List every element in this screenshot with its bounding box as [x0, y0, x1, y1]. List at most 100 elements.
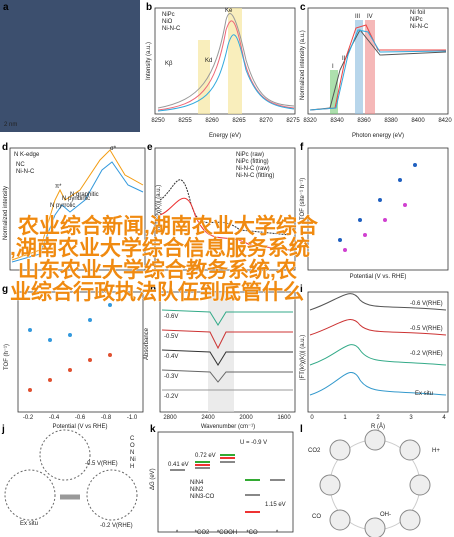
- curve: [11, 149, 144, 261]
- panel-label: k: [150, 424, 156, 435]
- label: Energy (eV): [209, 133, 241, 139]
- circle: [39, 429, 91, 481]
- legend-entry: NiPc: [410, 17, 423, 23]
- x-tick-label: 4: [442, 415, 446, 421]
- panel-label: a: [3, 2, 9, 13]
- peak-label: N graphitic: [70, 192, 99, 198]
- peak-label: σ*: [110, 146, 117, 152]
- trace-label: -0.6 V(RHE): [410, 301, 443, 307]
- peak-label: π*: [55, 184, 62, 190]
- legend-entry: Ni-N-C: [162, 26, 181, 32]
- label: |FT(k³χ(k))| (a.u.): [156, 185, 162, 230]
- panel-label: i: [300, 284, 303, 295]
- label: Potential (V vs. RHE): [350, 274, 407, 280]
- band: [198, 40, 210, 114]
- intermediates: [319, 429, 431, 537]
- x-tick-label: -0.8: [101, 415, 112, 421]
- x-tick-label: 8400: [411, 118, 425, 124]
- trace-label: -0.5 V(RHE): [410, 326, 443, 332]
- barrier-label: 0.72 eV: [195, 453, 216, 459]
- scatter-points: [338, 163, 417, 242]
- x-tick-label: -0.2: [23, 415, 34, 421]
- traces: [161, 309, 293, 391]
- legend-entry: N: [130, 450, 134, 456]
- label: TOF (site⁻¹ h⁻¹): [300, 178, 306, 220]
- trace-label: -0.4V: [164, 354, 178, 360]
- label: Intensity (a.u.): [146, 42, 152, 80]
- region-label: II: [342, 56, 346, 62]
- legend-entry: H: [130, 464, 134, 470]
- panel-label: e: [147, 142, 153, 153]
- label: Absorbance: [144, 327, 150, 360]
- step-label: *: [176, 530, 179, 536]
- curve: [309, 29, 447, 111]
- axes: [157, 431, 294, 533]
- x-tick-label: 8275: [286, 118, 300, 124]
- legend-entry: NiPc (raw): [236, 152, 264, 158]
- label: Potential (V vs RHE): [52, 424, 107, 430]
- panel-label: f: [300, 142, 304, 153]
- panel-label: h: [150, 284, 156, 295]
- x-tick-label: -1.0: [127, 415, 138, 421]
- axes: [154, 147, 296, 271]
- step-label: *CO: [246, 530, 258, 536]
- overlay-text: 业综合行政执法队伍到底管什么: [10, 280, 304, 304]
- axes: [307, 147, 449, 271]
- axes: [154, 7, 296, 115]
- traces: [309, 293, 447, 396]
- species-label: H+: [432, 448, 440, 454]
- trace-label: -0.5V: [164, 334, 178, 340]
- state-label: -0.2 V(RHE): [100, 523, 133, 529]
- legend-entry: NiPc: [162, 12, 175, 18]
- label: TOF (h⁻¹): [4, 344, 10, 370]
- region-label: I: [332, 64, 334, 70]
- legend-entry: Ni: [130, 457, 136, 463]
- x-tick-label: 2000: [239, 415, 253, 421]
- axes: [307, 7, 449, 115]
- trace-label: -0.2V: [164, 394, 178, 400]
- label: ΔG (eV): [150, 468, 156, 490]
- trace-label: -0.6V: [164, 314, 178, 320]
- x-tick-label: 0: [310, 415, 314, 421]
- species-label: OH-: [380, 512, 391, 518]
- region-label: IV: [367, 14, 373, 20]
- step-label: *: [276, 530, 279, 536]
- legend-entry: Ni foil: [410, 10, 425, 16]
- micrograph: [0, 0, 140, 132]
- band: [355, 20, 363, 114]
- label: Normalized intensity: [3, 186, 9, 240]
- state-label: -0.5 V(RHE): [85, 461, 118, 467]
- x-tick-label: 3: [409, 415, 413, 421]
- legend-entry: C: [130, 436, 135, 442]
- band: [365, 20, 375, 114]
- x-tick-label: -0.6: [75, 415, 86, 421]
- label: U = -0.9 V: [240, 440, 267, 446]
- x-tick-label: 8420: [438, 118, 452, 124]
- barrier-label: 1.15 eV: [265, 502, 286, 508]
- peak-label: Ke: [225, 8, 233, 14]
- species-label: CO: [312, 514, 321, 520]
- x-tick-label: 8380: [384, 118, 398, 124]
- scatter-points: [28, 353, 112, 392]
- panel-label: c: [300, 2, 306, 13]
- panel-label: d: [2, 142, 8, 153]
- axes: [307, 291, 449, 413]
- overlay-text: ,湖南农业大学综合信息服务系统: [10, 236, 310, 260]
- step-label: *COOH: [217, 530, 237, 536]
- legend-entry: NiN4: [190, 480, 204, 486]
- legend-entry: Ni-N-C: [16, 169, 35, 175]
- legend-entry: NiN2: [190, 487, 204, 493]
- x-tick-label: 1600: [277, 415, 291, 421]
- x-tick-label: 8320: [303, 118, 317, 124]
- curve: [159, 197, 291, 251]
- trace-label: -0.2 V(RHE): [410, 351, 443, 357]
- x-tick-label: 8360: [357, 118, 371, 124]
- trace-label: Ex situ: [415, 391, 433, 397]
- label: R (Å): [371, 423, 385, 430]
- peak-label: N pyrrolic: [50, 203, 75, 209]
- x-tick-label: 8255: [178, 118, 192, 124]
- legend-entry: NiPc (fitting): [236, 159, 269, 165]
- panel-label: l: [300, 424, 303, 435]
- axes: [17, 291, 144, 413]
